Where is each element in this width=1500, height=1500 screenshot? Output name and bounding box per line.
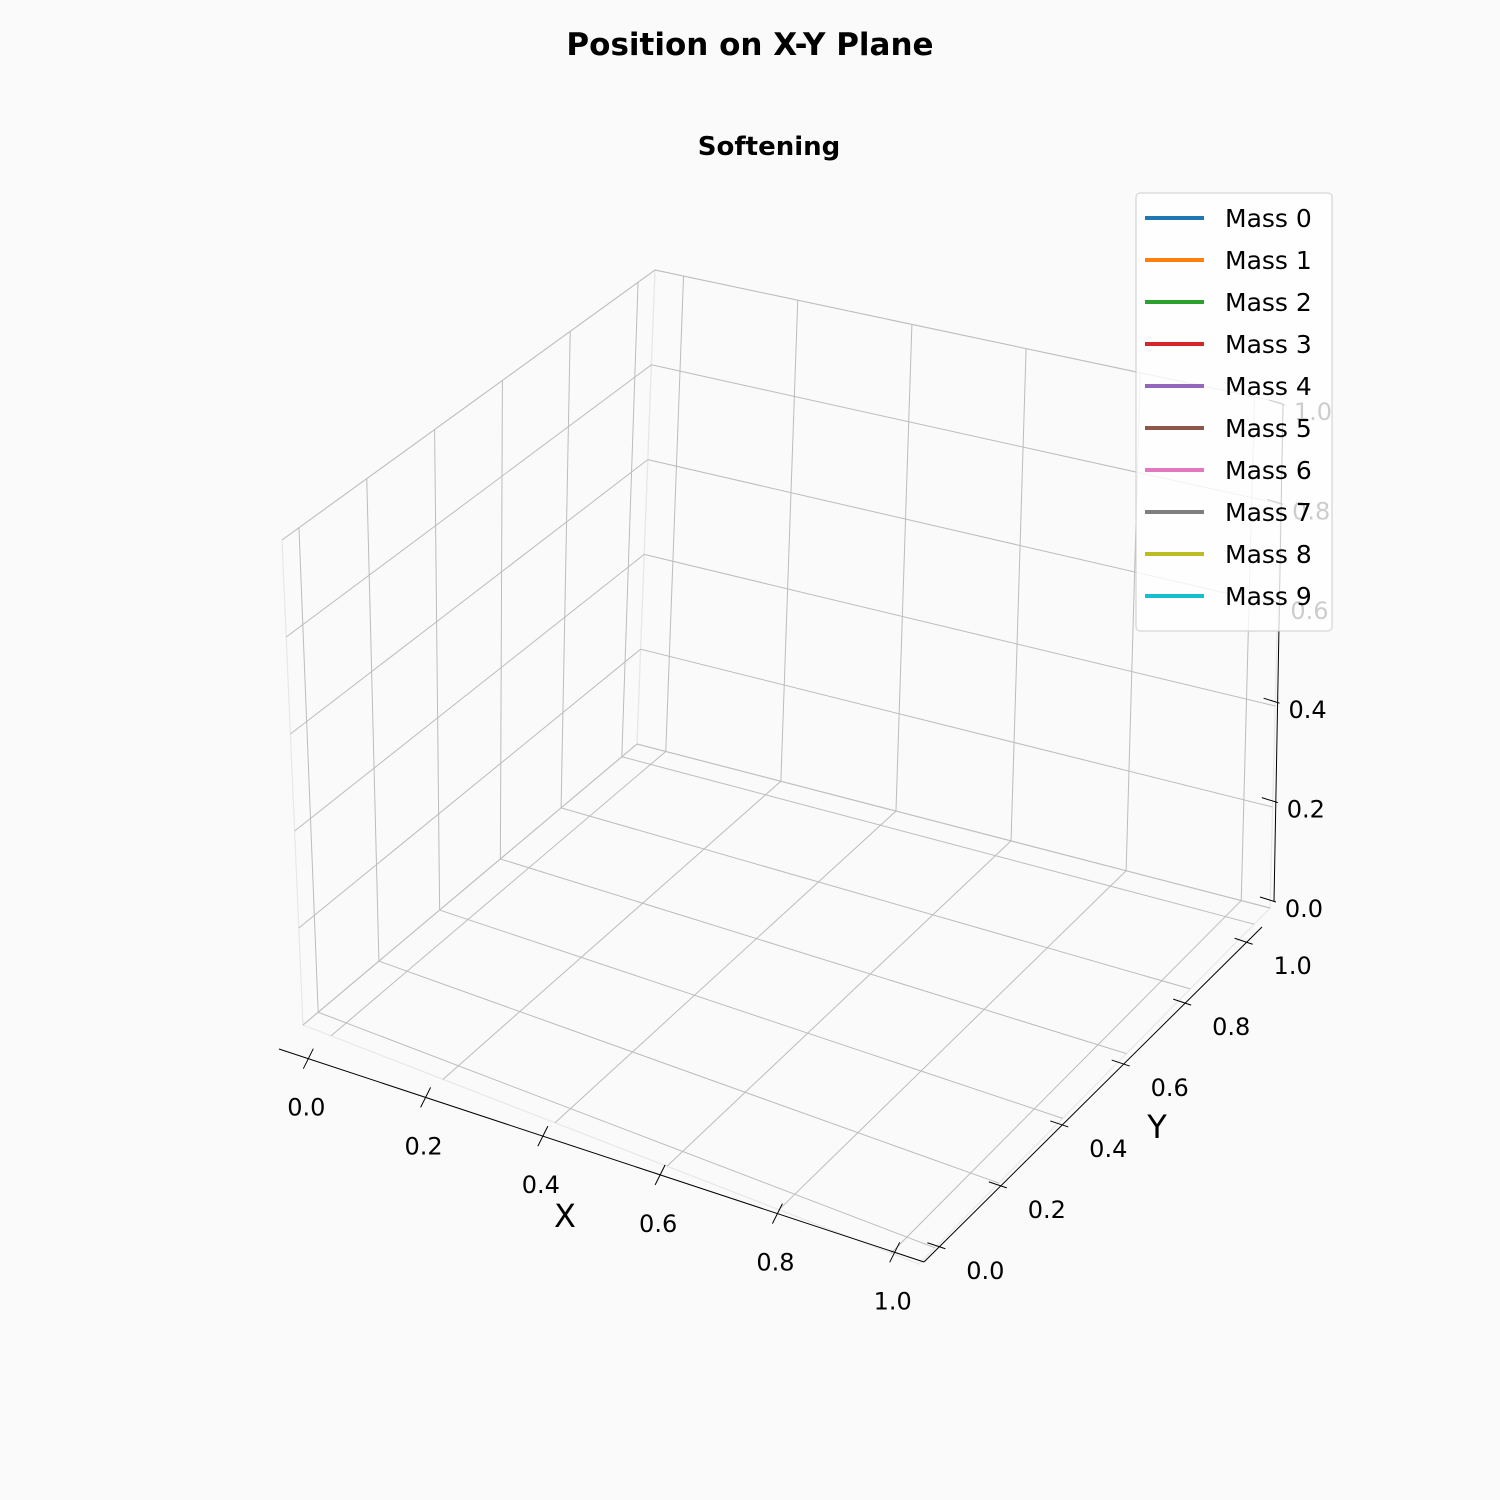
x-tick-mark xyxy=(771,1203,783,1224)
legend-label: Mass 7 xyxy=(1225,498,1312,527)
grid-line-y-floor xyxy=(621,756,1255,925)
grid-line-x-floor xyxy=(554,810,897,1124)
grid-line-z-back xyxy=(644,553,1276,707)
grid-line-y-left xyxy=(560,331,571,808)
y-tick-label: 1.0 xyxy=(1274,952,1312,980)
y-tick-label: 0.8 xyxy=(1212,1013,1250,1041)
legend-label: Mass 3 xyxy=(1225,330,1312,359)
x-tick-label: 0.8 xyxy=(756,1249,794,1277)
grid-line-y-floor xyxy=(439,909,1063,1119)
axes-panes xyxy=(281,268,1284,1265)
legend-label: Mass 8 xyxy=(1225,540,1312,569)
grid-line-x-back xyxy=(780,300,799,782)
figure-suptitle: Position on X-Y Plane xyxy=(566,27,933,63)
y-axis-line xyxy=(923,926,1263,1263)
grid-line-y-left xyxy=(499,380,503,859)
grid-line-z-left xyxy=(298,648,641,929)
grid-line-y-floor xyxy=(318,1011,936,1249)
x-tick-mark xyxy=(302,1048,314,1069)
grid-line-y-floor xyxy=(378,960,999,1184)
grid-line-x-floor xyxy=(442,780,782,1080)
x-tick-mark xyxy=(537,1125,549,1147)
grid-line-y-left xyxy=(621,282,639,757)
grid-lines xyxy=(281,269,1284,1254)
legend-label: Mass 1 xyxy=(1225,246,1312,275)
chart-title: Softening xyxy=(698,132,841,162)
y-tick-mark xyxy=(927,1242,946,1250)
y-tick-mark xyxy=(1234,937,1253,945)
y-tick-label: 0.4 xyxy=(1089,1135,1127,1163)
grid-line-x-floor xyxy=(330,751,667,1037)
grid-line-y-floor xyxy=(560,807,1191,990)
y-axis-label: Y xyxy=(1146,1108,1167,1146)
grid-line-x-floor xyxy=(778,870,1127,1211)
legend-label: Mass 0 xyxy=(1225,204,1312,233)
x-tick-label: 0.0 xyxy=(287,1094,325,1122)
y-tick-mark xyxy=(1050,1120,1069,1128)
x-tick-mark xyxy=(654,1164,666,1186)
x-tick-mark xyxy=(420,1087,432,1108)
legend: Mass 0 Mass 1 Mass 2 Mass 3 Mass 4 Mass 5 Mass… xyxy=(1135,192,1333,632)
x-tick-label: 1.0 xyxy=(874,1287,912,1315)
legend-label: Mass 2 xyxy=(1225,288,1312,317)
grid-line-z-left xyxy=(290,459,649,735)
legend-label: Mass 6 xyxy=(1225,456,1312,485)
y-tick-mark xyxy=(1173,998,1192,1006)
grid-line-y-left xyxy=(366,478,380,962)
grid-line-x-floor xyxy=(890,900,1242,1254)
x-axis-line xyxy=(278,1048,925,1263)
grid-line-z-left xyxy=(294,554,645,832)
legend-label: Mass 9 xyxy=(1225,582,1312,611)
z-tick-label: 0.0 xyxy=(1285,895,1323,923)
legend-label: Mass 5 xyxy=(1225,414,1312,443)
y-tick-mark xyxy=(1111,1059,1130,1067)
z-tick-label: 0.2 xyxy=(1287,796,1325,824)
grid-line-y-floor xyxy=(500,858,1127,1055)
grid-line-x-floor xyxy=(666,840,1012,1167)
z-tick-mark xyxy=(1259,896,1277,903)
legend-label: Mass 4 xyxy=(1225,372,1312,401)
x-tick-label: 0.6 xyxy=(639,1210,677,1238)
grid-line-z-left xyxy=(285,364,652,638)
grid-line-x-back xyxy=(665,276,685,752)
z-tick-label: 0.4 xyxy=(1289,696,1327,724)
grid-line-z-back xyxy=(636,743,1271,909)
y-tick-mark xyxy=(988,1181,1007,1189)
x-axis-label: X xyxy=(554,1197,576,1235)
x-tick-label: 0.2 xyxy=(405,1132,443,1160)
y-tick-label: 0.0 xyxy=(966,1257,1004,1285)
grid-line-z-left xyxy=(281,269,656,541)
grid-line-y-left xyxy=(298,527,319,1013)
z-tick-mark xyxy=(1261,797,1278,804)
grid-line-z-left xyxy=(302,743,638,1026)
grid-line-x-back xyxy=(895,324,913,812)
grid-line-z-back xyxy=(640,648,1273,808)
pane-left xyxy=(281,268,656,1027)
z-tick-mark xyxy=(1263,697,1280,704)
y-tick-label: 0.2 xyxy=(1028,1196,1066,1224)
x-tick-mark xyxy=(889,1242,901,1263)
pane-floor xyxy=(301,743,1272,1265)
y-tick-label: 0.6 xyxy=(1151,1074,1189,1102)
grid-line-y-left xyxy=(434,429,441,911)
x-tick-label: 0.4 xyxy=(522,1171,560,1199)
grid-line-x-back xyxy=(1010,348,1027,841)
